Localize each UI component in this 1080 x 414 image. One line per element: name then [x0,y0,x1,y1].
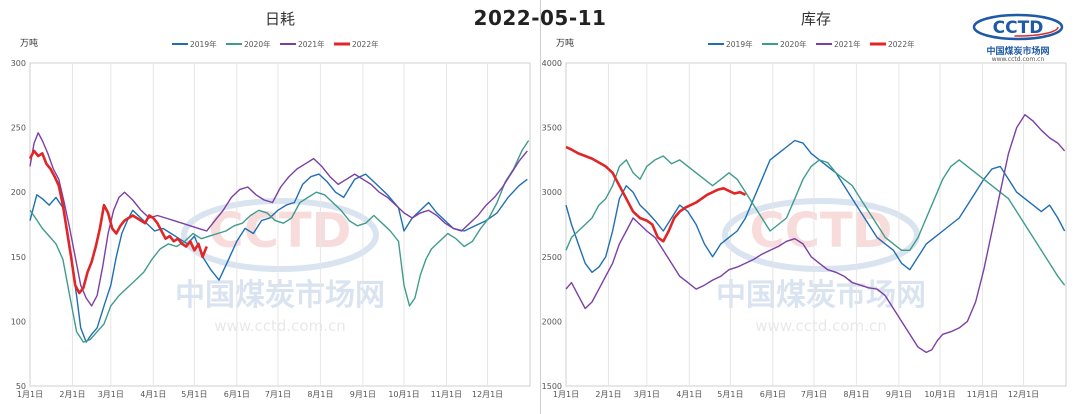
series-line [29,140,530,343]
logo-title: 中国煤炭市场网 [986,47,1050,57]
x-tick-label: 9月1日 [886,390,912,399]
x-tick-label: 1月1日 [553,390,579,399]
series-line [565,145,747,243]
x-tick-label: 8月1日 [843,390,869,399]
x-tick-label: 5月1日 [717,390,743,399]
legend-label: 2021年 [298,39,325,49]
watermark-text: 中国煤炭市场网 [716,278,926,313]
legend-label: 2021年 [834,39,861,49]
x-tick-label: 8月1日 [307,390,333,399]
series-line [565,139,1066,273]
y-tick-label: 2500 [542,253,562,262]
x-tick-label: 6月1日 [224,390,250,399]
watermark-url: www.cctd.com.cn [214,317,345,335]
y-tick-label: 300 [11,59,26,68]
x-tick-label: 7月1日 [801,390,827,399]
legend-label: 2020年 [244,39,271,49]
plot-frame [565,62,1067,387]
watermark-text: 中国煤炭市场网 [175,278,385,313]
cctd-logo-mark: CCTD [972,13,1064,41]
watermark: CCTD 中国煤炭市场网 www.cctd.com.cn [175,198,385,335]
x-tick-label: 4月1日 [676,390,702,399]
x-tick-label: 11月1日 [431,390,462,399]
chart-title: 日耗 [265,10,295,28]
x-tick-label: 2月1日 [59,390,85,399]
x-tick-label: 10月1日 [388,390,419,399]
y-axis-unit: 万吨 [556,37,574,49]
x-tick-label: 2月1日 [595,390,621,399]
y-tick-label: 250 [11,124,26,133]
series-line [28,149,208,295]
legend-label: 2022年 [352,39,379,49]
x-tick-label: 6月1日 [760,390,786,399]
y-tick-label: 200 [11,188,26,197]
x-tick-label: 9月1日 [350,390,376,399]
series-line [29,132,528,307]
y-tick-label: 3500 [542,124,562,133]
x-tick-label: 4月1日 [140,390,166,399]
watermark-url: www.cctd.com.cn [755,317,886,335]
cctd-logo: CCTD 中国煤炭市场网 www.cctd.com.cn [968,10,1080,66]
svg-text:CCTD: CCTD [993,18,1044,38]
y-tick-label: 50 [16,382,26,391]
chart-panel-daily-consumption: CCTD 中国煤炭市场网 www.cctd.com.cn 1月1日 2月1日 3月1日 4月… [11,10,531,399]
report-date: 2022-05-11 [473,6,607,30]
x-tick-label: 3月1日 [634,390,660,399]
x-tick-label: 1月1日 [17,390,43,399]
y-tick-label: 100 [11,317,26,326]
chart-panel-inventory: CCTD 中国煤炭市场网 www.cctd.com.cn 1月1日 2月1日 3月1日 4月… [540,0,1080,414]
y-tick-label: 150 [11,253,26,262]
x-tick-label: 11月1日 [967,390,998,399]
logo-url: www.cctd.com.cn [991,56,1045,63]
y-tick-label: 1500 [542,382,562,391]
x-tick-label: 3月1日 [98,390,124,399]
x-tick-label: 10月1日 [924,390,955,399]
legend-label: 2019年 [726,39,753,49]
watermark-ellipse [722,198,920,272]
watermark-mark: CCTD [208,203,351,259]
chart-title: 库存 [801,10,831,28]
series-line [565,113,1066,354]
y-axis-unit: 万吨 [20,37,38,49]
x-tick-label: 5月1日 [181,390,207,399]
chart-svg-daily-consumption: CCTD 中国煤炭市场网 www.cctd.com.cn 1月1日 2月1日 3月1日 4月… [11,10,531,399]
series-line [29,173,528,343]
watermark-ellipse [181,198,379,272]
y-tick-label: 2000 [542,317,562,326]
x-tick-label: 12月1日 [472,390,503,399]
y-tick-label: 3000 [542,188,562,197]
x-tick-label: 7月1日 [265,390,291,399]
legend-label: 2020年 [780,39,807,49]
plot-frame [29,62,531,387]
y-tick-label: 4000 [542,59,562,68]
legend-label: 2022年 [888,39,915,49]
legend-label: 2019年 [190,39,217,49]
x-tick-label: 12月1日 [1008,390,1039,399]
series-line [565,155,1066,286]
